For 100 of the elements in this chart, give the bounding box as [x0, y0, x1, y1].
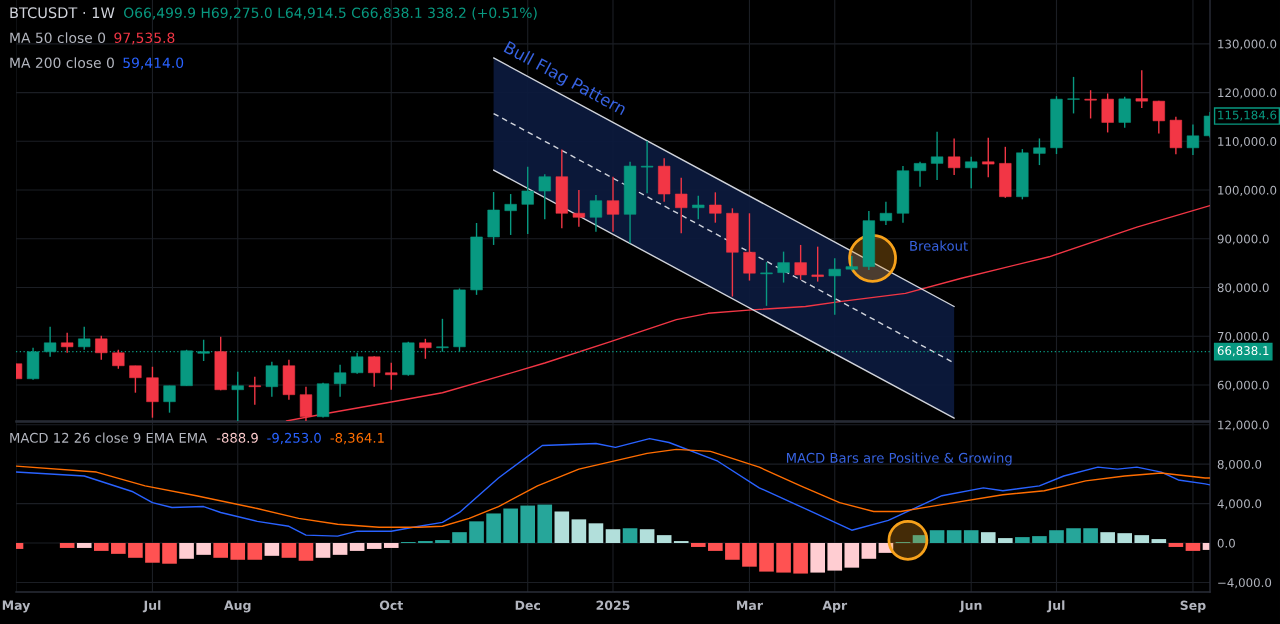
candlestick	[112, 349, 125, 370]
bar	[247, 543, 263, 560]
y-tick-label: 70,000.0	[1217, 331, 1269, 343]
bar	[59, 543, 75, 548]
candlestick	[982, 137, 995, 179]
y-tick-label: 8,000.0	[1217, 459, 1262, 471]
bar	[264, 543, 280, 556]
bar	[145, 543, 160, 563]
bar	[537, 504, 553, 544]
bar	[844, 543, 860, 568]
candlestick	[828, 257, 841, 316]
y-tick-label: −4,000.0	[1218, 578, 1272, 589]
bar	[503, 508, 518, 544]
x-tick-label: Dec	[515, 600, 541, 611]
bar	[1066, 528, 1081, 544]
candlestick	[913, 161, 927, 188]
candlestick	[163, 385, 176, 414]
bar	[1032, 536, 1047, 544]
annotation: -9,253.0	[267, 432, 321, 445]
candlestick	[333, 364, 347, 398]
bar	[213, 543, 228, 558]
bar	[1100, 532, 1115, 544]
bar	[281, 543, 297, 558]
candlestick	[811, 245, 824, 283]
annotation: MA 200 close 0	[10, 57, 114, 69]
bar	[1015, 537, 1030, 544]
bar	[656, 535, 672, 544]
candlestick	[777, 250, 790, 284]
bar	[878, 543, 894, 553]
annotation: -888.9	[216, 432, 258, 443]
bar	[929, 530, 945, 544]
candlestick	[1135, 69, 1148, 109]
candlestick	[1152, 100, 1165, 135]
y-tick-label: 90,000.0	[1217, 234, 1269, 245]
candlestick	[95, 335, 108, 361]
candlestick	[640, 140, 654, 195]
bar	[298, 543, 314, 561]
bar	[946, 530, 962, 544]
candlestick	[948, 137, 961, 176]
bar	[571, 519, 587, 544]
bar	[383, 543, 399, 548]
y-tick-label: 120,000.0	[1218, 88, 1277, 99]
bar	[469, 521, 484, 544]
bar	[486, 513, 501, 544]
candlestick	[521, 166, 534, 235]
candlestick	[709, 191, 722, 224]
bar	[1117, 533, 1133, 544]
x-tick-label: Aug	[224, 600, 251, 613]
x-tick-label: Mar	[737, 600, 763, 611]
candlestick	[675, 177, 688, 234]
candlestick	[1186, 123, 1200, 156]
x-tick-label: Apr	[822, 600, 848, 613]
bar	[742, 543, 757, 567]
y-tick-label: 110,000.0	[1218, 137, 1277, 148]
bar	[366, 543, 382, 549]
x-tick-label: Sep	[1180, 600, 1206, 613]
x-tick-label: 2025	[596, 600, 630, 611]
y-tick-label: 4,000.0	[1217, 499, 1262, 510]
bar	[230, 543, 246, 560]
candlestick	[1118, 96, 1131, 129]
bar	[776, 543, 791, 573]
candlestick	[572, 189, 586, 228]
bar	[1168, 543, 1184, 547]
candlestick	[794, 244, 807, 281]
candlestick	[231, 371, 244, 421]
bar	[111, 543, 126, 554]
bar	[1083, 528, 1098, 544]
bar	[980, 532, 996, 544]
bar	[725, 543, 740, 560]
candlestick	[879, 201, 893, 226]
candlestick	[385, 362, 398, 391]
line-series	[285, 204, 1210, 421]
annotation: Breakout	[910, 240, 968, 251]
candlestick	[1101, 92, 1114, 134]
bar	[998, 538, 1013, 544]
bar	[912, 535, 928, 544]
bar	[1049, 530, 1064, 544]
y-tick-label: 130,000.0	[1218, 39, 1277, 50]
annotation: MA 50 close 0	[10, 32, 106, 44]
y-tick-label: 100,000.0	[1218, 185, 1277, 196]
bar	[1134, 535, 1150, 544]
annotation: 97,535.8	[114, 32, 175, 45]
bar	[690, 543, 706, 547]
bar	[759, 543, 774, 572]
x-tick-label: Oct	[379, 600, 403, 611]
candlestick	[129, 365, 142, 394]
candlestick	[265, 361, 278, 398]
bar	[622, 528, 638, 544]
bar	[162, 543, 177, 564]
candlestick	[61, 332, 74, 354]
x-tick-label: Jul	[1046, 600, 1065, 613]
y-tick-label: 12,000.0	[1218, 420, 1269, 431]
candlestick	[1084, 89, 1097, 120]
x-tick-label: Jul	[142, 600, 161, 613]
candlestick	[930, 131, 944, 181]
bar	[793, 543, 808, 574]
candlestick	[419, 338, 432, 360]
bar	[588, 523, 604, 544]
bar	[708, 543, 723, 551]
bar	[520, 505, 536, 544]
